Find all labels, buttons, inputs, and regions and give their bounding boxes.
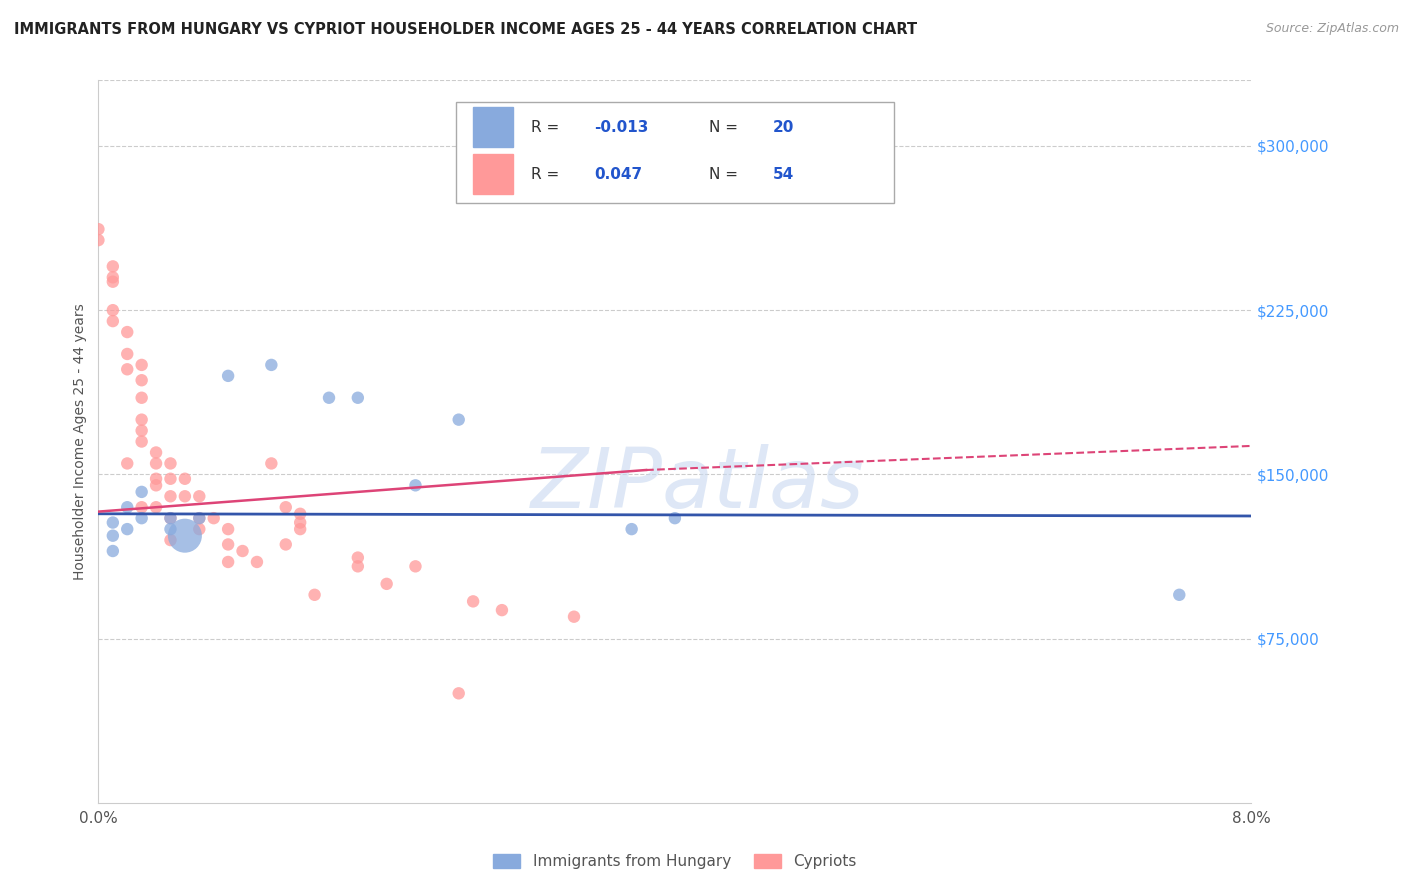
Point bbox=[145, 500, 167, 515]
Point bbox=[290, 516, 312, 530]
Point bbox=[159, 533, 181, 547]
Point bbox=[117, 362, 139, 376]
Point bbox=[491, 603, 513, 617]
Point bbox=[145, 472, 167, 486]
Point bbox=[131, 358, 153, 372]
Point bbox=[461, 594, 484, 608]
Point bbox=[101, 260, 124, 274]
Point bbox=[159, 511, 181, 525]
Point bbox=[217, 522, 239, 536]
Point bbox=[131, 373, 153, 387]
Point bbox=[101, 516, 124, 530]
Point bbox=[145, 445, 167, 459]
Point bbox=[117, 522, 139, 536]
Text: ZIPatlas: ZIPatlas bbox=[531, 444, 865, 525]
Text: IMMIGRANTS FROM HUNGARY VS CYPRIOT HOUSEHOLDER INCOME AGES 25 - 44 YEARS CORRELA: IMMIGRANTS FROM HUNGARY VS CYPRIOT HOUSE… bbox=[14, 22, 917, 37]
Text: 0.047: 0.047 bbox=[595, 167, 643, 182]
Point bbox=[101, 544, 124, 558]
Point bbox=[260, 457, 283, 471]
Point bbox=[131, 424, 153, 438]
Bar bbox=[472, 154, 513, 194]
Point bbox=[188, 489, 211, 503]
Point bbox=[117, 457, 139, 471]
Point bbox=[217, 555, 239, 569]
Point bbox=[101, 275, 124, 289]
Text: Source: ZipAtlas.com: Source: ZipAtlas.com bbox=[1265, 22, 1399, 36]
Point bbox=[188, 522, 211, 536]
Point bbox=[1168, 588, 1191, 602]
Point bbox=[562, 609, 585, 624]
Point bbox=[346, 559, 368, 574]
Point bbox=[131, 391, 153, 405]
Point bbox=[159, 489, 181, 503]
Legend: Immigrants from Hungary, Cypriots: Immigrants from Hungary, Cypriots bbox=[486, 847, 863, 875]
Point bbox=[159, 472, 181, 486]
Point bbox=[447, 412, 470, 426]
Point bbox=[159, 522, 181, 536]
Point bbox=[131, 434, 153, 449]
Text: N =: N = bbox=[710, 167, 744, 182]
Point bbox=[246, 555, 269, 569]
Point bbox=[405, 478, 427, 492]
Point bbox=[87, 222, 110, 236]
Point bbox=[290, 507, 312, 521]
Point bbox=[318, 391, 340, 405]
Text: N =: N = bbox=[710, 120, 744, 135]
Point bbox=[188, 511, 211, 525]
Text: 20: 20 bbox=[773, 120, 794, 135]
Text: -0.013: -0.013 bbox=[595, 120, 648, 135]
Point bbox=[117, 325, 139, 339]
Point bbox=[131, 511, 153, 525]
Text: R =: R = bbox=[531, 167, 564, 182]
Point bbox=[145, 457, 167, 471]
Point bbox=[174, 489, 197, 503]
Point bbox=[260, 358, 283, 372]
Point bbox=[346, 550, 368, 565]
Point bbox=[217, 368, 239, 383]
Point bbox=[188, 511, 211, 525]
Point bbox=[117, 347, 139, 361]
Point bbox=[664, 511, 686, 525]
Point bbox=[304, 588, 326, 602]
Point bbox=[159, 457, 181, 471]
Point bbox=[174, 472, 197, 486]
Point bbox=[217, 537, 239, 551]
Point bbox=[375, 577, 398, 591]
Bar bbox=[472, 107, 513, 147]
Y-axis label: Householder Income Ages 25 - 44 years: Householder Income Ages 25 - 44 years bbox=[73, 303, 87, 580]
Point bbox=[174, 529, 197, 543]
Point bbox=[101, 270, 124, 285]
Point bbox=[290, 522, 312, 536]
Point bbox=[87, 233, 110, 247]
Point bbox=[101, 303, 124, 318]
Point bbox=[620, 522, 643, 536]
Point bbox=[131, 500, 153, 515]
Point bbox=[101, 529, 124, 543]
Text: R =: R = bbox=[531, 120, 564, 135]
Point bbox=[101, 314, 124, 328]
Point bbox=[346, 391, 368, 405]
Point bbox=[231, 544, 254, 558]
Point bbox=[447, 686, 470, 700]
Point bbox=[131, 412, 153, 426]
Point bbox=[274, 537, 297, 551]
FancyBboxPatch shape bbox=[456, 102, 894, 203]
Point bbox=[145, 478, 167, 492]
Point bbox=[202, 511, 225, 525]
Point bbox=[405, 559, 427, 574]
Point bbox=[117, 500, 139, 515]
Point bbox=[159, 511, 181, 525]
Point bbox=[274, 500, 297, 515]
Text: 54: 54 bbox=[773, 167, 794, 182]
Point bbox=[131, 484, 153, 499]
